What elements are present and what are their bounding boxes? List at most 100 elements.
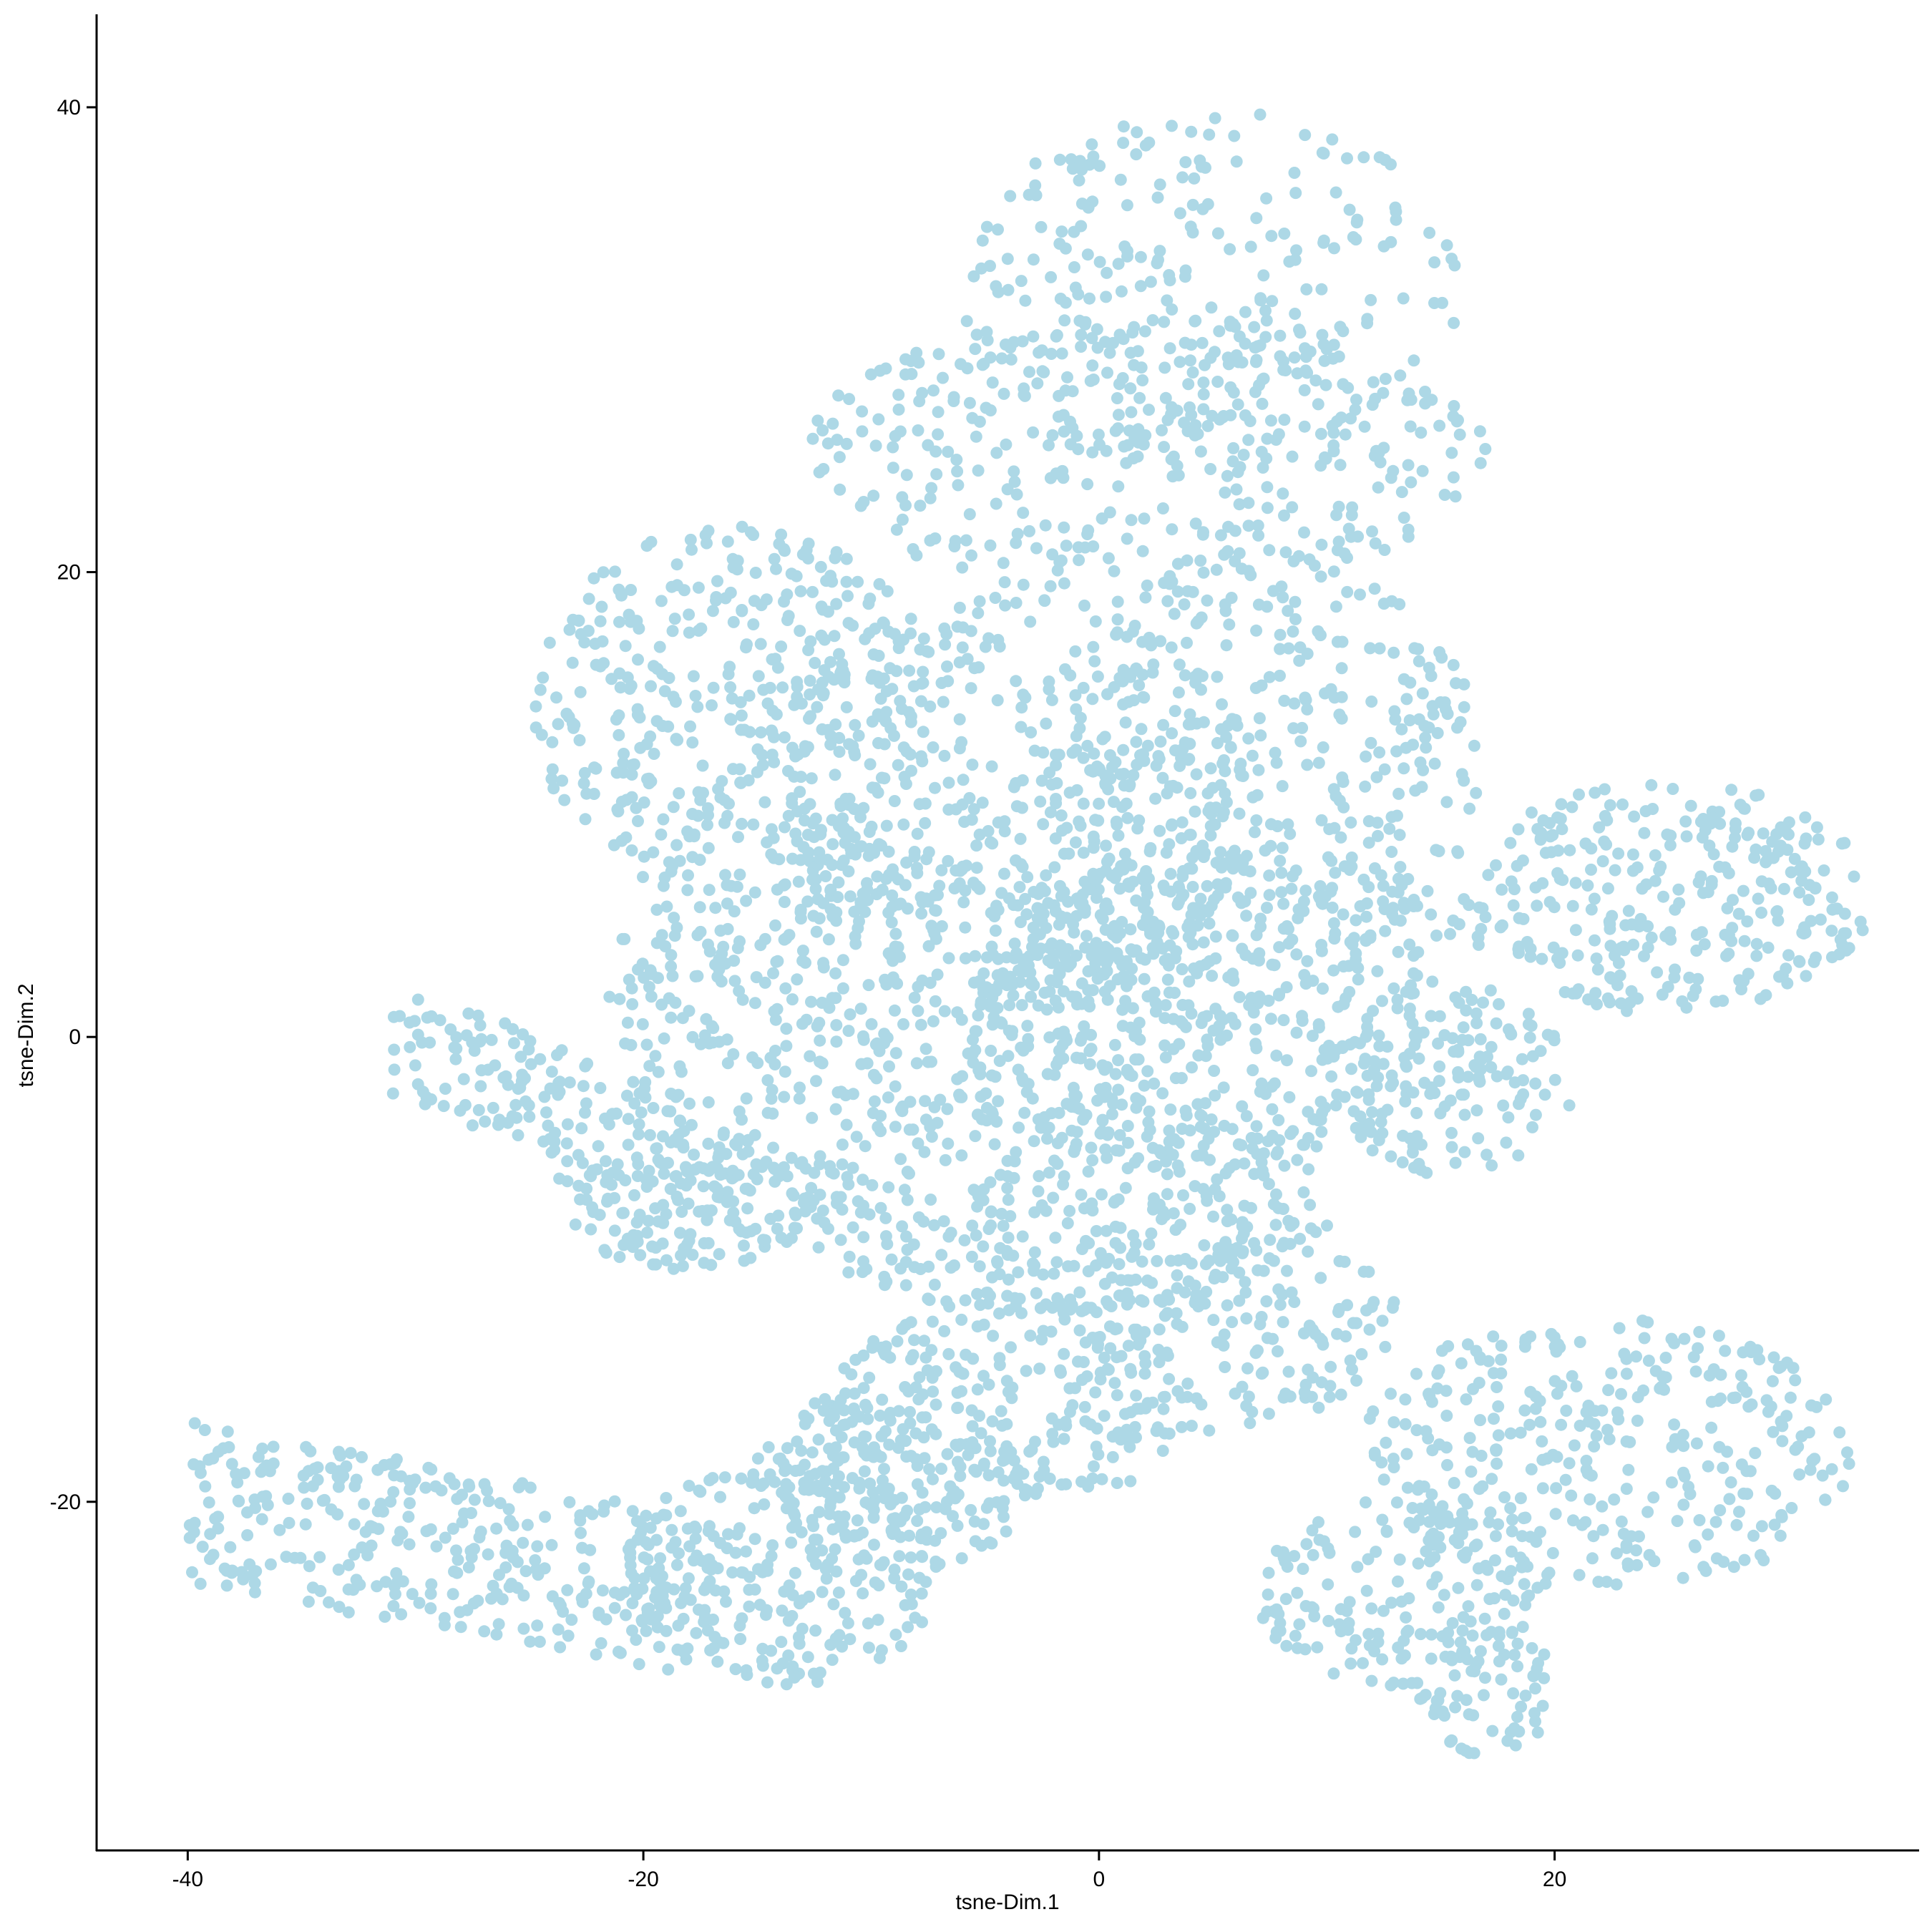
scatter-point [1103, 852, 1116, 865]
scatter-point [1169, 952, 1181, 965]
scatter-point [942, 1347, 955, 1360]
scatter-point [1002, 1385, 1015, 1398]
scatter-point [1016, 861, 1029, 873]
scatter-point [833, 451, 846, 464]
scatter-point [811, 1212, 824, 1225]
scatter-point [1825, 1463, 1838, 1475]
scatter-point [844, 1008, 857, 1021]
scatter-point [771, 1662, 784, 1675]
scatter-point [1226, 929, 1239, 942]
scatter-point [1146, 666, 1159, 679]
scatter-point [1350, 216, 1363, 229]
scatter-point [758, 976, 771, 989]
scatter-point [882, 1091, 894, 1104]
scatter-point [1479, 443, 1492, 455]
scatter-point [1172, 1136, 1185, 1149]
scatter-point [1002, 283, 1015, 296]
scatter-point [1116, 862, 1128, 874]
scatter-point [1310, 1140, 1323, 1153]
scatter-point [1359, 780, 1372, 793]
scatter-point [1082, 1165, 1095, 1178]
scatter-point [1058, 1347, 1070, 1360]
scatter-point [1029, 157, 1042, 170]
scatter-point [1453, 996, 1465, 1009]
scatter-point [1264, 414, 1277, 427]
scatter-point [1413, 1052, 1425, 1065]
scatter-point [1342, 1616, 1355, 1629]
scatter-point [1298, 384, 1311, 396]
scatter-point [658, 1167, 670, 1180]
scatter-point [1000, 1525, 1013, 1538]
scatter-point [834, 800, 847, 812]
scatter-point [1337, 378, 1350, 391]
scatter-point [885, 1525, 898, 1538]
scatter-point [881, 585, 894, 597]
scatter-point [620, 831, 633, 844]
scatter-point [1012, 1266, 1025, 1279]
scatter-point [625, 791, 638, 804]
scatter-point [889, 1047, 902, 1060]
scatter-point [1563, 1457, 1576, 1470]
scatter-point [775, 1231, 788, 1244]
scatter-point [837, 854, 850, 867]
scatter-point [1008, 899, 1020, 912]
scatter-point [1651, 966, 1664, 979]
scatter-point [600, 1155, 612, 1168]
scatter-point [1126, 962, 1138, 975]
scatter-point [944, 1480, 957, 1493]
scatter-point [1311, 1641, 1324, 1654]
scatter-point [1143, 631, 1156, 644]
scatter-point [1776, 1435, 1789, 1448]
scatter-point [1498, 1491, 1511, 1503]
scatter-point [1765, 1484, 1778, 1497]
scatter-point [1521, 1591, 1533, 1604]
scatter-point [1110, 1144, 1123, 1157]
scatter-point [1070, 1126, 1083, 1138]
scatter-point [1405, 1677, 1418, 1689]
scatter-point [1234, 763, 1246, 776]
scatter-point [1297, 1138, 1309, 1151]
scatter-point [997, 387, 1010, 400]
scatter-point [976, 234, 989, 247]
scatter-point [1048, 1267, 1060, 1280]
scatter-point [1016, 774, 1029, 786]
scatter-point [833, 1521, 846, 1533]
scatter-point [1186, 1061, 1198, 1074]
scatter-point [1096, 1114, 1109, 1127]
scatter-point [1494, 921, 1507, 934]
scatter-point [1366, 399, 1379, 411]
scatter-point [1260, 314, 1273, 327]
scatter-point [1319, 379, 1332, 391]
scatter-point [1601, 882, 1614, 895]
scatter-point [862, 979, 875, 992]
scatter-point [769, 919, 781, 932]
scatter-point [984, 539, 997, 552]
scatter-point [1377, 1604, 1390, 1617]
scatter-point [1118, 779, 1131, 792]
scatter-point [625, 679, 638, 692]
scatter-point [1519, 1511, 1532, 1524]
scatter-point [938, 1324, 951, 1337]
scatter-point [912, 1137, 924, 1150]
scatter-point [1322, 1040, 1335, 1052]
scatter-point [709, 1584, 722, 1597]
scatter-point [781, 1442, 794, 1455]
scatter-point [771, 661, 784, 674]
scatter-point [454, 1621, 467, 1634]
scatter-point [1208, 1065, 1221, 1077]
scatter-point [1053, 879, 1066, 892]
scatter-point [800, 1480, 813, 1493]
scatter-point [951, 465, 964, 478]
scatter-point [854, 840, 867, 853]
scatter-point [1146, 1277, 1158, 1289]
scatter-point [552, 1623, 565, 1636]
scatter-point [992, 223, 1004, 236]
scatter-point [1418, 720, 1431, 732]
scatter-point [1378, 763, 1391, 776]
scatter-point [965, 682, 977, 695]
scatter-point [1176, 963, 1189, 975]
scatter-point [954, 1470, 967, 1483]
scatter-point [1659, 1352, 1672, 1364]
scatter-point [1219, 1361, 1231, 1373]
scatter-point [1647, 1491, 1660, 1504]
